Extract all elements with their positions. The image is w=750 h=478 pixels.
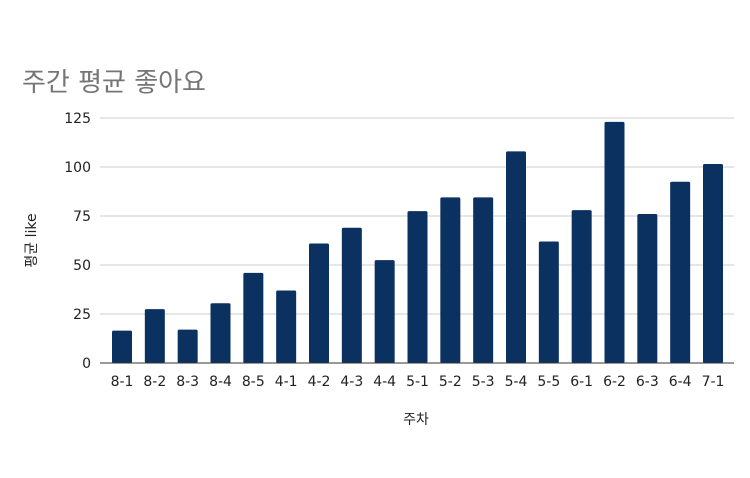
x-tick-label-6-2: 6-2 [603, 374, 626, 390]
bars [112, 121, 723, 363]
x-tick-label-4-2: 4-2 [308, 374, 331, 390]
x-tick-label-4-1: 4-1 [275, 374, 298, 390]
x-tick-label-8-2: 8-2 [143, 374, 166, 390]
x-tick-label-8-3: 8-3 [176, 374, 199, 390]
bar-4-2 [309, 243, 329, 363]
x-tick-label-8-5: 8-5 [242, 374, 265, 390]
bar-5-1 [407, 211, 428, 363]
bar-6-2 [604, 121, 625, 363]
x-tick-label-4-4: 4-4 [373, 374, 396, 390]
y-tick-label: 125 [64, 111, 91, 127]
y-tick-label: 0 [82, 356, 91, 372]
x-axis-title: 주차 [403, 412, 429, 428]
bar-6-4 [670, 181, 691, 363]
x-tick-label-5-4: 5-4 [505, 374, 528, 390]
y-tick-label: 25 [73, 307, 91, 323]
x-tick-label-8-1: 8-1 [111, 374, 134, 390]
bar-8-1 [112, 330, 132, 363]
x-tick-label-5-2: 5-2 [439, 374, 462, 390]
bar-5-4 [506, 151, 526, 363]
bar-8-5 [243, 272, 264, 363]
y-tick-labels: 0 25 50 75 100 125 [64, 111, 91, 372]
x-tick-label-5-1: 5-1 [406, 374, 429, 390]
x-tick-label-6-4: 6-4 [669, 374, 692, 390]
y-tick-label: 75 [73, 209, 91, 225]
bar-7-1 [703, 164, 723, 363]
bar-8-2 [144, 309, 165, 363]
bar-6-3 [637, 214, 658, 363]
bar-4-3 [341, 227, 362, 363]
bar-4-1 [276, 290, 297, 363]
bar-4-4 [374, 260, 395, 363]
x-tick-label-6-3: 6-3 [636, 374, 659, 390]
x-tick-label-5-5: 5-5 [537, 374, 560, 390]
bar-6-1 [571, 210, 592, 363]
chart-title: 주간 평균 좋아요 [22, 68, 206, 98]
bar-8-4 [210, 303, 231, 363]
bar-8-3 [177, 329, 198, 363]
x-tick-label-6-1: 6-1 [570, 374, 593, 390]
y-tick-label: 50 [73, 258, 91, 274]
x-tick-label-8-4: 8-4 [209, 374, 232, 390]
x-tick-label-4-3: 4-3 [340, 374, 363, 390]
x-tick-label-7-1: 7-1 [702, 374, 725, 390]
x-tick-label-5-3: 5-3 [472, 374, 495, 390]
bar-5-2 [440, 197, 461, 363]
bar-5-3 [473, 197, 494, 363]
bar-5-5 [538, 241, 559, 363]
y-tick-label: 100 [64, 160, 91, 176]
y-axis-title: 평균 like [24, 213, 40, 267]
x-tick-labels: 8-1 8-2 8-3 8-4 8-5 4-1 4-2 4-3 4-4 5-1 5-2 5-3 5-4 5… [111, 374, 725, 390]
